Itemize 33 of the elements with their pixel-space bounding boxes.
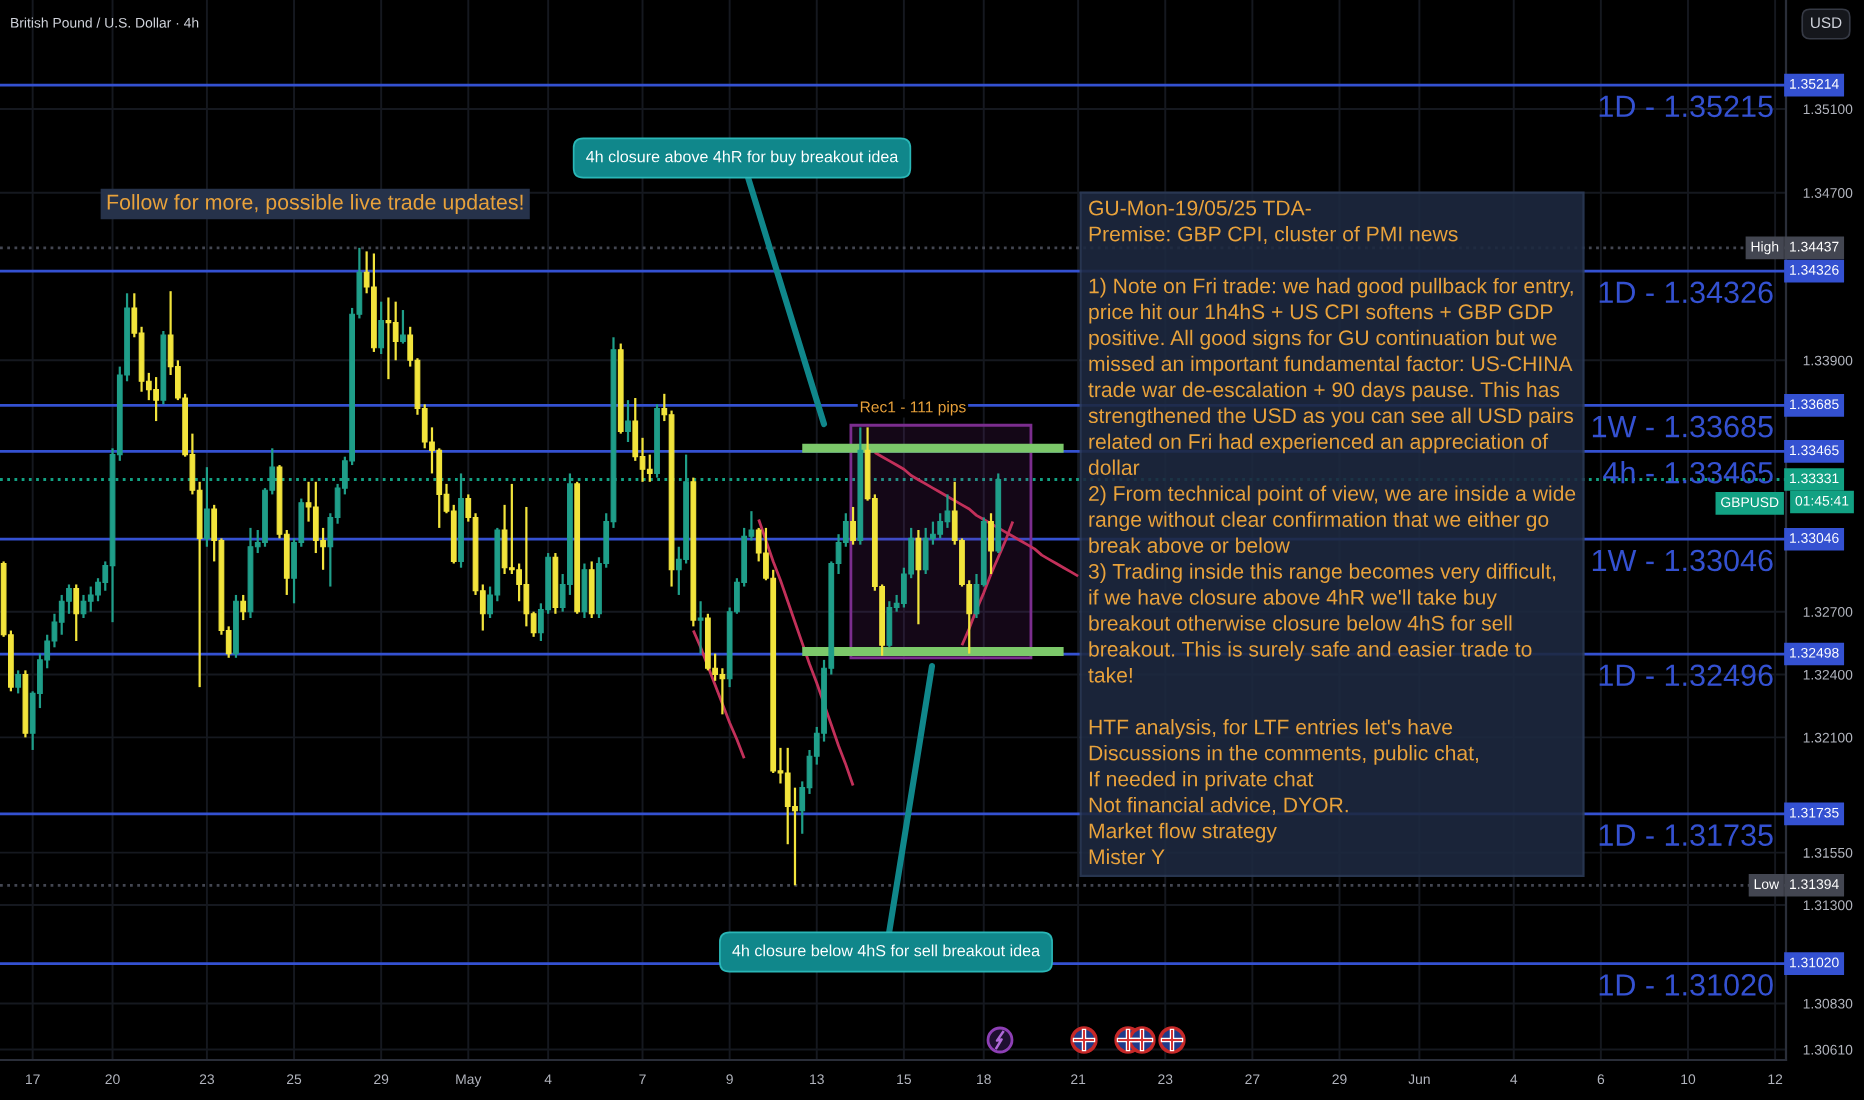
candlestick bbox=[385, 296, 392, 381]
candlestick bbox=[87, 585, 94, 613]
ref-line-label: 1D - 1.31020 bbox=[1599, 974, 1773, 996]
ref-line-label: 1D - 1.32496 bbox=[1599, 664, 1773, 687]
annotation: 4h closure below 4hS for sell breakout idea bbox=[732, 944, 1041, 957]
annotation: 4h closure above 4hR for buy breakout idea bbox=[586, 150, 899, 166]
ref-line-label: 1W - 1.33685 bbox=[1592, 415, 1773, 438]
candlestick bbox=[850, 505, 856, 546]
ref-line-label: 1D - 1.34326 bbox=[1599, 281, 1773, 304]
candlestick bbox=[988, 512, 994, 576]
line-series bbox=[960, 520, 1015, 647]
candlestick bbox=[204, 466, 210, 548]
candlestick bbox=[915, 528, 922, 626]
candlestick bbox=[378, 300, 385, 356]
candlestick bbox=[944, 493, 951, 530]
candlestick bbox=[73, 583, 80, 643]
ref-line-label: 1W - 1.33046 bbox=[1592, 549, 1773, 572]
candlestick bbox=[922, 526, 929, 576]
ref-line-label: 1D - 1.31735 bbox=[1599, 824, 1773, 846]
candlestick bbox=[625, 399, 631, 444]
candlestick bbox=[697, 600, 704, 655]
ref-line-label: 4h - 1.33465 bbox=[1603, 461, 1773, 484]
text: GU-Mon-19/05/25 TDA- Premise: GBP CPI, cluster of PMI news 1) Note on Fri trade: we had good pullback for entry, price hit our 1h4hS + US CPI softens + GBP GDP positive. All good signs for GU continuation but we missed an important fundamental factor: US-CHINA trade war de-escalation + 90 days pause. This has strengthened the USD as you can see all USD pairs related on Fri had experienced an appreciation of dollar 2) From technical point of view, we are inside a wide range without clear confirmation that we either go break above or below 3) Trading inside this range becomes very difficult, if we have closure above 4hR we'll take buy breakout otherwise closure below 4hS for sell breakout. This is surely safe and easier trade to take! HTF analysis, for LTF entries let's have Discussions in the comments, public chat, If needed in private chat Not financial advice, DYOR. Market flow strategy Mister Y bbox=[1088, 200, 1576, 865]
candlestick bbox=[153, 375, 159, 423]
candlestick bbox=[588, 560, 595, 620]
candlestick bbox=[523, 505, 530, 628]
ref-line-label: 1D - 1.35215 bbox=[1599, 95, 1773, 118]
candlestick bbox=[581, 562, 588, 620]
candlestick bbox=[886, 600, 893, 649]
annotation: Follow for more, possible live trade updates! bbox=[107, 194, 523, 214]
candlestick bbox=[15, 669, 22, 695]
candlestick bbox=[240, 593, 247, 622]
candlestick bbox=[400, 308, 406, 345]
